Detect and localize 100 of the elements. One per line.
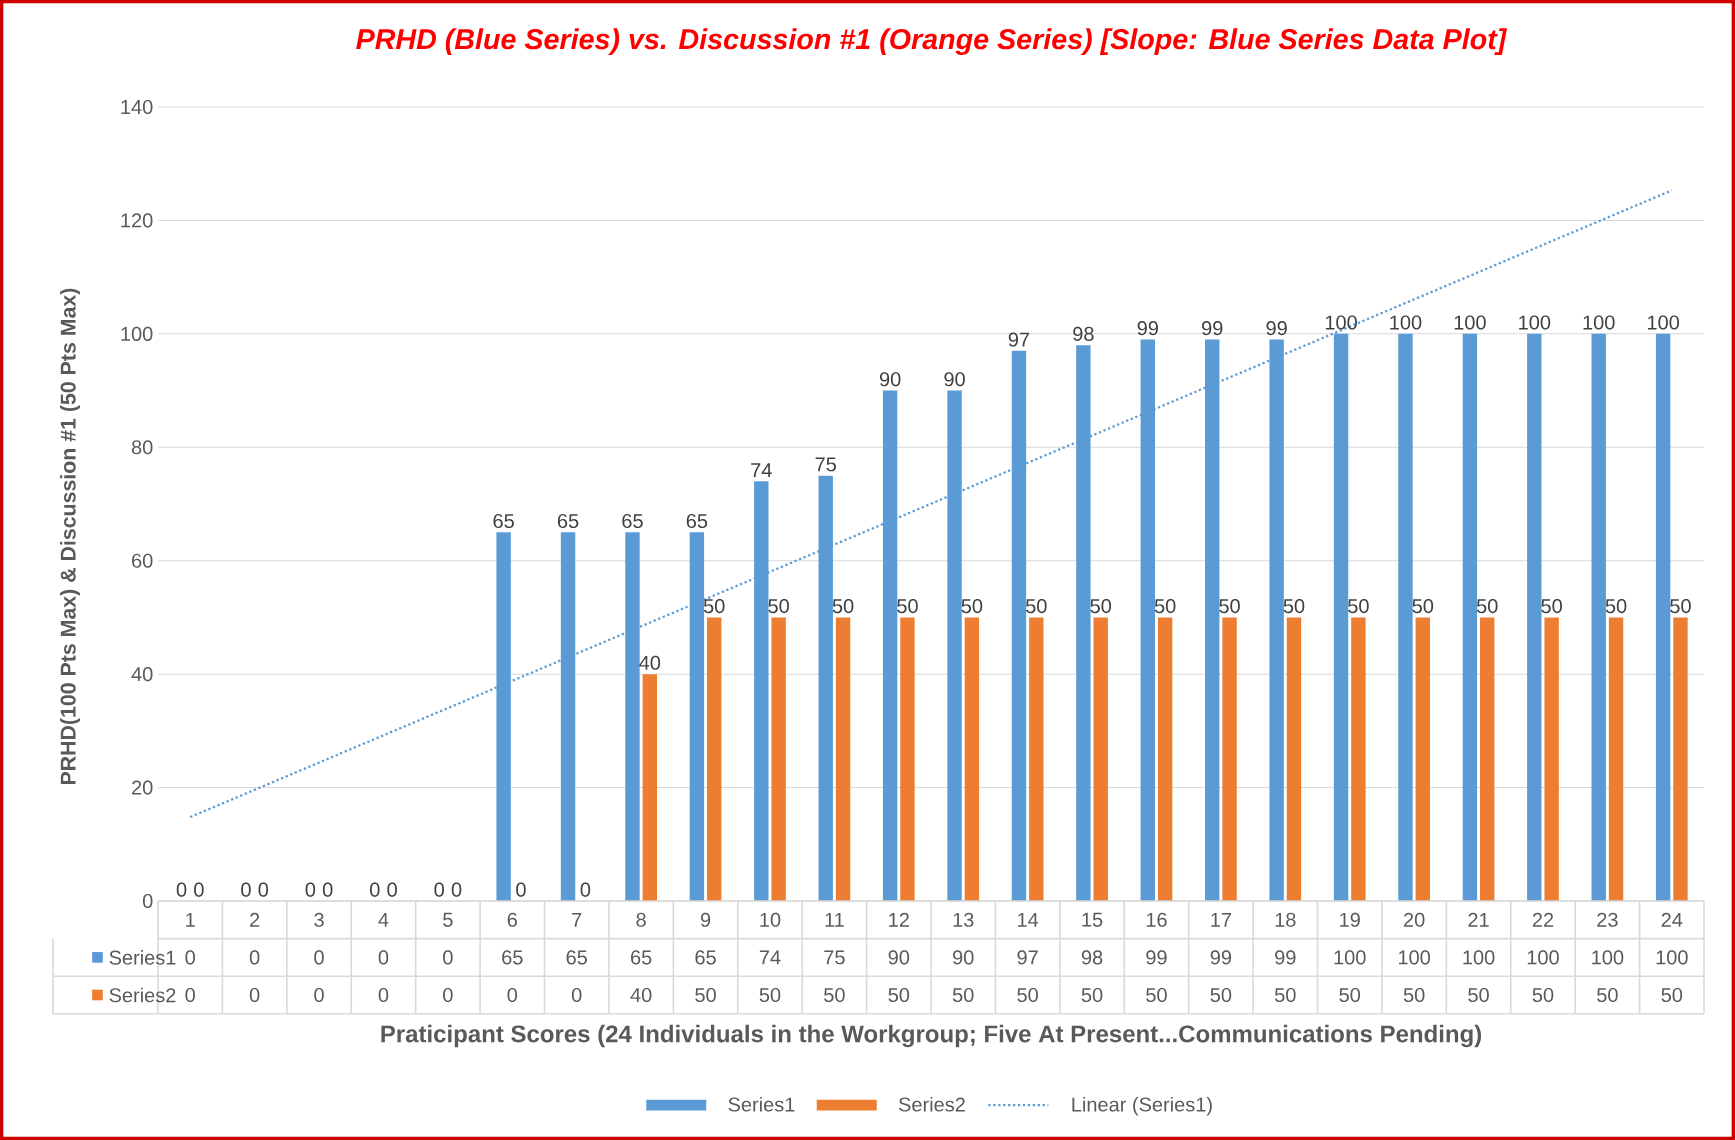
data-label: 0 <box>185 987 195 1003</box>
x-tick-label: 1 <box>186 912 195 927</box>
data-label: 50 <box>1339 987 1361 1003</box>
x-tick-label: 16 <box>1146 912 1167 927</box>
text: 0 <box>258 882 269 897</box>
bar <box>964 617 980 901</box>
text: 50 <box>1348 599 1369 614</box>
text: 100 <box>1390 315 1422 330</box>
x-tick-label: 23 <box>1597 912 1618 927</box>
text: 100 <box>1454 315 1486 330</box>
x-tick-label: 3 <box>314 912 324 927</box>
text: 100 <box>1647 315 1680 330</box>
data-label: 0 <box>378 987 389 1003</box>
text: 75 <box>815 457 836 472</box>
bar <box>1222 617 1237 901</box>
text: 98 <box>1073 326 1094 341</box>
data-label: 0 <box>249 987 260 1003</box>
x-tick-label: 7 <box>572 912 582 927</box>
data-label: 40 <box>630 987 652 1003</box>
y-tick-label: 140 <box>121 99 153 115</box>
data-label: 50 <box>952 987 974 1003</box>
text: 50 <box>1025 599 1047 614</box>
data-label: 50 <box>1661 987 1683 1003</box>
text: 50 <box>1476 599 1498 614</box>
x-tick-label: 19 <box>1340 912 1360 927</box>
text: 74 <box>751 463 772 478</box>
data-label: 100 <box>1463 950 1495 965</box>
text: 90 <box>944 372 965 387</box>
data-label: 50 <box>759 987 781 1003</box>
legend-label: Series1 <box>728 1096 795 1112</box>
y-tick-label: 60 <box>132 553 153 568</box>
x-tick-label: 9 <box>700 912 711 927</box>
x-tick-label: 18 <box>1275 912 1296 927</box>
bar <box>1527 333 1542 901</box>
text: 50 <box>1541 599 1562 614</box>
text: 50 <box>1605 599 1627 614</box>
text: 100 <box>1519 315 1551 330</box>
text: 90 <box>879 372 901 387</box>
text: 0 <box>370 882 380 897</box>
bar <box>1591 333 1606 901</box>
text: 99 <box>1202 321 1223 336</box>
data-label: 65 <box>695 950 716 965</box>
text: 50 <box>1090 599 1112 614</box>
bar <box>1673 617 1688 901</box>
data-label: 0 <box>443 950 453 965</box>
bar <box>900 617 915 901</box>
text: 50 <box>1219 599 1240 614</box>
bar <box>835 617 851 901</box>
x-tick-label: 5 <box>443 912 453 927</box>
bar <box>707 617 722 901</box>
x-tick-label: 20 <box>1404 912 1425 927</box>
text: 100 <box>1325 315 1357 330</box>
x-tick-label: 22 <box>1532 912 1554 927</box>
data-label: 65 <box>631 950 652 965</box>
data-label: 100 <box>1398 950 1431 965</box>
data-label: 100 <box>1656 950 1688 965</box>
bar <box>1462 333 1478 901</box>
data-label: 0 <box>571 987 582 1003</box>
data-label: 50 <box>1081 987 1103 1003</box>
chart-title: PRHD (Blue Series) vs. Discussion #1 (Orange Series) [Slope: Blue Series Data Plot] <box>356 28 1508 56</box>
data-label: 74 <box>759 950 781 965</box>
bar <box>771 617 786 901</box>
data-label: 90 <box>953 950 974 965</box>
y-tick-label: 0 <box>142 893 153 909</box>
bar <box>1157 617 1173 901</box>
data-label: 100 <box>1592 950 1624 965</box>
x-tick-label: 12 <box>889 912 909 927</box>
data-label: 99 <box>1210 950 1232 965</box>
text: 0 <box>580 882 591 897</box>
bar <box>1655 333 1671 901</box>
text: 0 <box>322 882 333 897</box>
data-label: 0 <box>378 950 389 965</box>
bar <box>1351 617 1366 901</box>
data-label: 50 <box>1468 987 1489 1003</box>
data-label: 0 <box>314 987 324 1003</box>
x-tick-label: 17 <box>1211 912 1231 927</box>
y-tick-label: 20 <box>132 780 153 795</box>
y-tick-label: 80 <box>131 440 153 455</box>
data-label: 50 <box>1017 987 1038 1003</box>
legend-label: Linear (Series1) <box>1072 1096 1212 1116</box>
bar <box>1286 617 1302 901</box>
data-label: 50 <box>1532 987 1554 1003</box>
y-tick-label: 40 <box>131 667 153 682</box>
x-tick-label: 2 <box>250 912 260 927</box>
data-label: 50 <box>1597 987 1618 1003</box>
data-label: 99 <box>1146 950 1167 965</box>
x-tick-label: 6 <box>507 912 517 927</box>
data-label: 90 <box>888 950 910 965</box>
text: 65 <box>493 513 514 529</box>
data-label: 50 <box>1210 987 1232 1003</box>
text: 0 <box>194 882 204 897</box>
data-label: 100 <box>1334 950 1366 965</box>
bar <box>642 674 657 901</box>
data-label: 50 <box>1146 987 1167 1003</box>
x-tick-label: 21 <box>1468 912 1489 927</box>
text: 50 <box>832 599 854 614</box>
text: 0 <box>434 882 444 897</box>
data-label: 0 <box>314 950 324 965</box>
data-label: 0 <box>443 987 453 1003</box>
x-tick-label: 11 <box>825 912 844 927</box>
